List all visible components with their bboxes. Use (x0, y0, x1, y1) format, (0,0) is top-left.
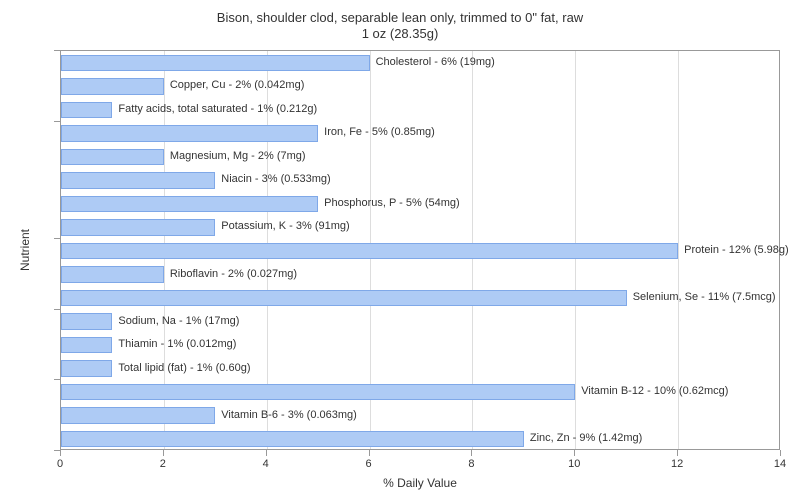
bar-label: Niacin - 3% (0.533mg) (221, 174, 330, 185)
bar-label: Protein - 12% (5.98g) (684, 245, 789, 256)
bar-label: Magnesium, Mg - 2% (7mg) (170, 151, 306, 162)
x-tick (780, 450, 781, 456)
bar-label: Riboflavin - 2% (0.027mg) (170, 269, 297, 280)
x-tick-label: 14 (774, 458, 786, 470)
bar (61, 149, 164, 165)
bar-label: Vitamin B-12 - 10% (0.62mcg) (581, 386, 728, 397)
bar (61, 219, 215, 235)
bar-label: Vitamin B-6 - 3% (0.063mg) (221, 410, 357, 421)
y-tick (54, 450, 60, 451)
bar-label: Thiamin - 1% (0.012mg) (118, 339, 236, 350)
y-axis-label: Nutrient (18, 229, 32, 271)
bar (61, 243, 678, 259)
bar (61, 78, 164, 94)
x-tick-label: 4 (263, 458, 269, 470)
x-tick (677, 450, 678, 456)
chart-title-line2: 1 oz (28.35g) (0, 26, 800, 41)
bar (61, 384, 575, 400)
bar (61, 313, 112, 329)
bar (61, 125, 318, 141)
x-tick (574, 450, 575, 456)
bar-label: Phosphorus, P - 5% (54mg) (324, 198, 460, 209)
bar-label: Iron, Fe - 5% (0.85mg) (324, 127, 435, 138)
plot-area: Cholesterol - 6% (19mg) Copper, Cu - 2% (… (60, 50, 780, 450)
bar-label: Cholesterol - 6% (19mg) (376, 57, 495, 68)
bar (61, 172, 215, 188)
y-tick (54, 50, 60, 51)
bar (61, 337, 112, 353)
x-tick-label: 0 (57, 458, 63, 470)
x-tick-label: 10 (568, 458, 580, 470)
chart-title-line1: Bison, shoulder clod, separable lean onl… (0, 10, 800, 25)
x-tick-label: 12 (671, 458, 683, 470)
bar (61, 407, 215, 423)
x-tick (60, 450, 61, 456)
y-tick (54, 238, 60, 239)
bar-label: Fatty acids, total saturated - 1% (0.212… (118, 104, 317, 115)
bar (61, 55, 370, 71)
bar-label: Total lipid (fat) - 1% (0.60g) (118, 363, 250, 374)
bar (61, 196, 318, 212)
x-tick-label: 8 (468, 458, 474, 470)
bar-label: Potassium, K - 3% (91mg) (221, 221, 349, 232)
y-tick (54, 379, 60, 380)
bar-label: Zinc, Zn - 9% (1.42mg) (530, 433, 642, 444)
x-tick (471, 450, 472, 456)
y-tick (54, 121, 60, 122)
bar (61, 360, 112, 376)
y-tick (54, 309, 60, 310)
x-tick (266, 450, 267, 456)
x-tick-label: 6 (366, 458, 372, 470)
bar (61, 431, 524, 447)
x-tick (163, 450, 164, 456)
bar-label: Copper, Cu - 2% (0.042mg) (170, 80, 305, 91)
x-tick-label: 2 (160, 458, 166, 470)
bar (61, 102, 112, 118)
bar-label: Selenium, Se - 11% (7.5mcg) (633, 292, 776, 303)
bar-label: Sodium, Na - 1% (17mg) (118, 316, 239, 327)
x-axis-label: % Daily Value (383, 476, 457, 490)
bar (61, 290, 627, 306)
x-tick (369, 450, 370, 456)
nutrient-chart: Bison, shoulder clod, separable lean onl… (0, 0, 800, 500)
bar (61, 266, 164, 282)
